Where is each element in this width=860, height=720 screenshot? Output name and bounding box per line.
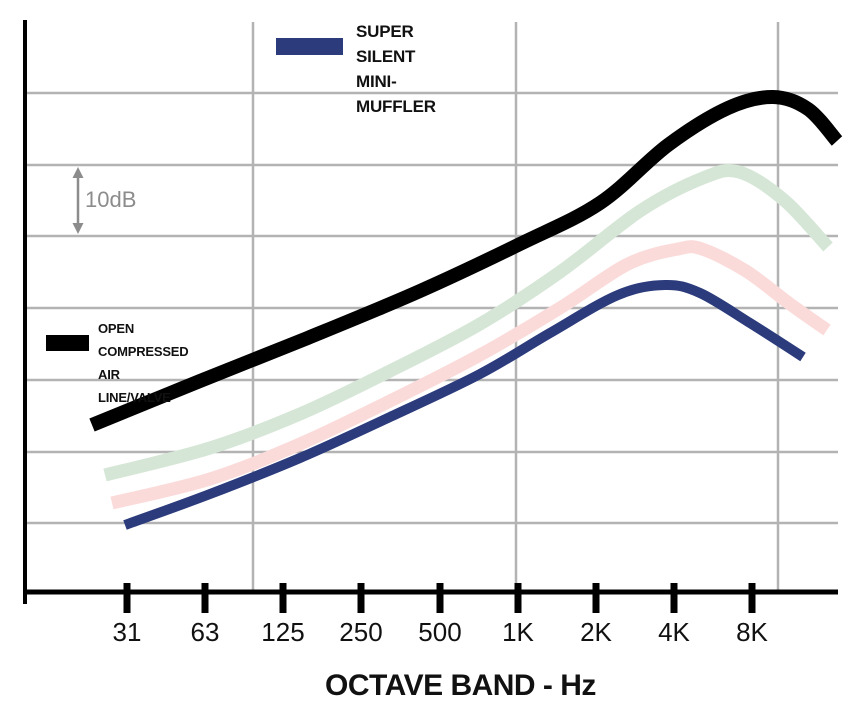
- ten-db-scale-label: 10dB: [85, 187, 137, 212]
- legend-label-line2: MINI-MUFFLER: [356, 72, 436, 116]
- legend-label-open-compressed-air: OPEN COMPRESSED AIR LINE/VALVE: [98, 317, 189, 409]
- legend-swatch-super-silent-mini-muffler: [276, 38, 343, 55]
- curve-muffler: [123, 279, 806, 530]
- x-axis-title: OCTAVE BAND - Hz: [325, 669, 596, 702]
- x-tick-label-31: 31: [112, 617, 142, 647]
- ten-db-arrow-head-down-icon: [72, 223, 84, 234]
- x-tick-label-4K: 4K: [658, 617, 690, 647]
- legend-label-super-silent-mini-muffler: SUPER SILENT MINI-MUFFLER: [356, 19, 436, 119]
- x-tick-label-8K: 8K: [736, 617, 768, 647]
- x-tick-label-1K: 1K: [502, 617, 534, 647]
- x-tick-label-63: 63: [190, 617, 220, 647]
- curve-unlabeled-pink: [110, 240, 831, 510]
- legend-label-line1: OPEN COMPRESSED: [98, 321, 189, 359]
- legend-swatch-open-compressed-air: [46, 335, 89, 351]
- x-tick-label-2K: 2K: [580, 617, 612, 647]
- x-axis-tick-labels: 31 63 125 250 500 1K 2K 4K 8K: [0, 617, 860, 651]
- x-tick-label-500: 500: [418, 617, 462, 647]
- x-tick-label-125: 125: [261, 617, 305, 647]
- x-tick-label-250: 250: [339, 617, 383, 647]
- legend-label-line1: SUPER SILENT: [356, 22, 416, 66]
- ten-db-arrow-head-up-icon: [72, 167, 84, 178]
- legend-label-line2: AIR LINE/VALVE: [98, 367, 171, 405]
- curve-unlabeled-green: [103, 163, 833, 482]
- curve-open-air: [89, 90, 843, 432]
